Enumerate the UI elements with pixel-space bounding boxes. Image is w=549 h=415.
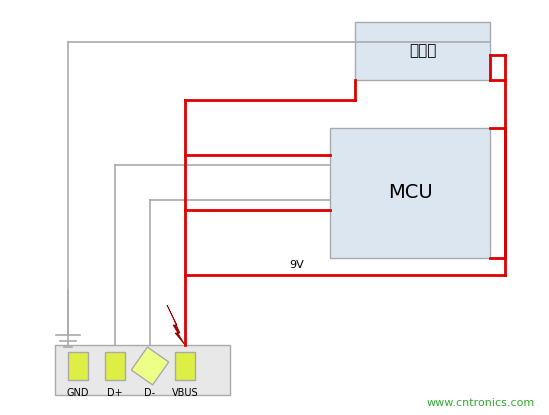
- FancyBboxPatch shape: [330, 128, 490, 258]
- FancyBboxPatch shape: [55, 345, 230, 395]
- Text: D-: D-: [144, 388, 155, 398]
- Text: 9V: 9V: [290, 260, 304, 270]
- Text: www.cntronics.com: www.cntronics.com: [427, 398, 535, 408]
- Text: D+: D+: [107, 388, 123, 398]
- FancyBboxPatch shape: [68, 352, 88, 380]
- Text: GND: GND: [67, 388, 89, 398]
- Text: VBUS: VBUS: [172, 388, 198, 398]
- Text: MCU: MCU: [388, 183, 433, 203]
- Text: 充电器: 充电器: [409, 44, 436, 59]
- FancyBboxPatch shape: [105, 352, 125, 380]
- Polygon shape: [167, 305, 185, 345]
- FancyBboxPatch shape: [355, 22, 490, 80]
- Polygon shape: [131, 347, 169, 385]
- FancyBboxPatch shape: [175, 352, 195, 380]
